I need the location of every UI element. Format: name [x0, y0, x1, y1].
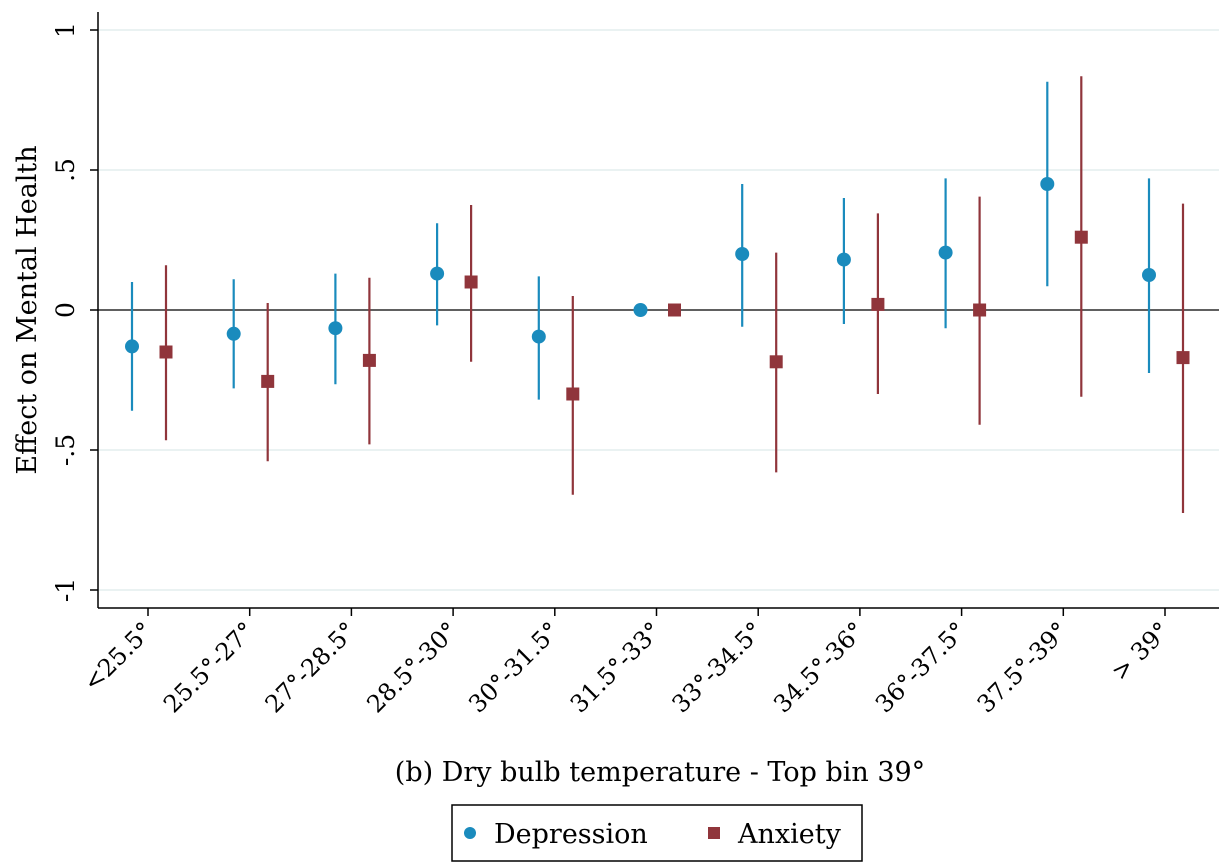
depression-point	[125, 339, 139, 354]
anxiety-point	[464, 275, 478, 289]
x-tick-label: 30°-31.5°	[463, 616, 565, 718]
x-tick-label: 37.5°-39°	[972, 616, 1074, 718]
anxiety-point	[769, 355, 783, 369]
depression-point	[836, 252, 851, 267]
anxiety-point	[668, 303, 681, 317]
legend-anxiety-marker	[708, 827, 720, 839]
x-tick-label: 25.5°-27°	[158, 616, 260, 718]
y-tick-label: -1	[51, 578, 80, 602]
anxiety-point	[261, 374, 275, 388]
x-ticks: <25.5° 25.5°-27° 27°-28.5° 28.5°-30° 30°-31.…	[78, 608, 1175, 718]
x-tick-label: <25.5°	[78, 616, 158, 696]
anxiety-point	[362, 353, 376, 367]
depression-point	[1040, 177, 1055, 191]
depression-point	[531, 329, 546, 344]
depression-point	[633, 303, 648, 317]
x-tick-label: 36°-37.5°	[870, 616, 972, 718]
y-tick-label: .5	[51, 158, 80, 182]
x-tick-label: 27°-28.5°	[260, 616, 362, 718]
y-tick-label: 0	[51, 302, 80, 318]
x-tick-label: 28.5°-30°	[361, 616, 463, 718]
y-axis-label: Effect on Mental Health	[12, 145, 43, 474]
depression-point	[328, 321, 343, 336]
anxiety-point	[1074, 230, 1088, 244]
legend-depression-marker	[464, 827, 476, 839]
depression-point	[735, 247, 750, 261]
legend: Depression Anxiety	[451, 804, 863, 862]
x-tick-label: 34.5°-36°	[768, 616, 870, 718]
legend-box	[451, 804, 863, 862]
anxiety-point	[1176, 351, 1190, 365]
y-tick-label: -.5	[51, 434, 80, 466]
grid-layer	[98, 29, 1219, 591]
x-tick-label: > 39°	[1106, 616, 1175, 685]
depression-point	[1142, 268, 1156, 282]
anxiety-point	[973, 303, 987, 317]
series-layer	[125, 76, 1190, 513]
anxiety-point	[159, 345, 173, 359]
legend-depression-label: Depression	[494, 819, 648, 850]
depression-point	[430, 266, 445, 281]
anxiety-point	[566, 387, 580, 401]
x-tick-label: 33°-34.5°	[667, 616, 769, 718]
depression-point	[938, 245, 953, 260]
x-axis-label: (b) Dry bulb temperature - Top bin 39°	[395, 757, 925, 788]
legend-anxiety-label: Anxiety	[737, 819, 842, 850]
anxiety-point	[871, 297, 885, 311]
y-ticks: 1 .5 0 -.5 -1	[51, 22, 98, 602]
depression-point	[226, 326, 241, 341]
y-tick-label: 1	[51, 22, 80, 38]
x-tick-label: 31.5°-33°	[565, 616, 667, 718]
